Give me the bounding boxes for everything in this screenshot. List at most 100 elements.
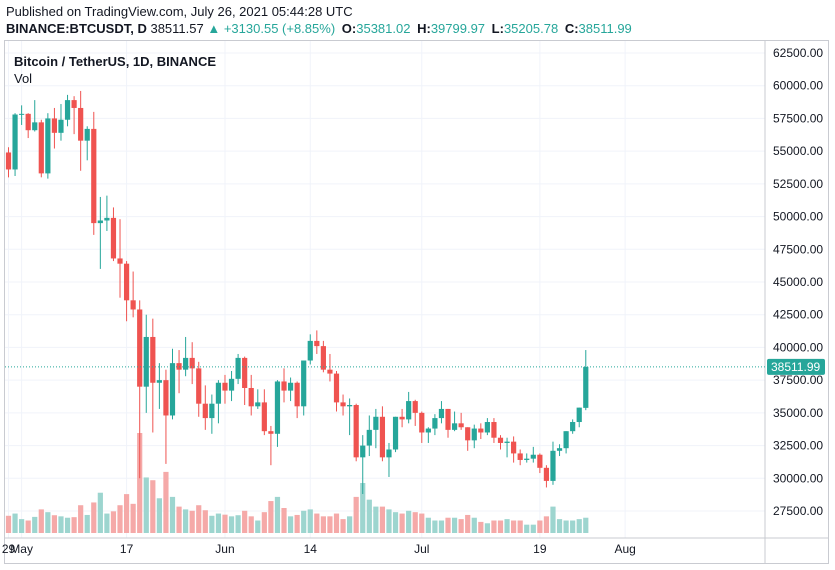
volume-bar [281,508,287,533]
candle-body [71,100,77,108]
candle-body [543,467,550,481]
volume-bar [543,516,550,533]
volume-bar [563,520,569,533]
candle-body [451,423,458,430]
candle-body [570,422,576,432]
candle-body [294,382,300,407]
volume-bar [196,505,202,533]
volume-bar [340,519,346,533]
y-tick-label: 40000.00 [773,340,823,354]
candle-body [84,128,90,141]
candle-body [576,407,582,423]
candle-body [189,357,195,369]
y-tick-label: 47500.00 [773,242,823,256]
candle-body [320,346,326,370]
volume-bar [209,515,215,533]
volume-bar [484,523,490,533]
volume-bar [307,509,313,533]
volume-bar [412,512,418,533]
candle-body [32,122,38,131]
last-price-tag [767,358,825,375]
x-tick-label: May [10,542,33,556]
candle-body [156,380,162,383]
volume-bar [327,516,333,533]
candle-body [268,431,274,434]
y-tick-label: 37500.00 [773,373,823,387]
volume-bar [235,515,241,533]
candle-body [438,408,445,419]
volume-bar [524,524,530,533]
x-tick-label: Jul [414,542,429,556]
y-tick-label: 45000.00 [773,275,823,289]
volume-bar [320,516,326,533]
x-tick-label: 29 [2,542,16,556]
volume-bar [497,520,504,533]
volume-bar [268,501,274,533]
candle-body [511,441,517,454]
candle-body [183,357,189,370]
candle-body [58,119,64,133]
candle-body [491,422,497,438]
published-note: Published on TradingView.com, July 26, 2… [6,4,353,19]
candle-body [45,118,51,174]
y-tick-label: 52500.00 [773,177,823,191]
candle-body [458,423,464,428]
volume-bar [12,513,18,533]
volume-bar [222,514,228,533]
candle-body [117,258,123,264]
volume-bar [550,506,556,533]
volume-bar [84,514,90,533]
candle-body [550,450,556,481]
open-value: 35381.02 [356,21,411,36]
open-label: O: [341,21,357,36]
candle-body [583,366,589,408]
candle-body [104,217,110,221]
candle-body [301,360,307,407]
volume-bar [287,516,294,533]
x-tick-label: 14 [304,542,318,556]
symbol-label: BINANCE:BTCUSDT, D [6,21,147,36]
candle-body [5,152,12,170]
volume-bar [537,520,543,533]
x-tick-label: 19 [533,542,547,556]
candle-body [143,336,149,387]
candle-body [248,387,254,407]
volume-bar [163,471,169,533]
candle-body [307,340,313,361]
candle-body [504,441,510,443]
candle-body [202,403,208,419]
volume-bar [228,516,235,533]
x-tick-label: 17 [120,542,134,556]
chart-frame [4,40,829,564]
candle-body [150,336,156,383]
volume-bar [5,515,12,533]
candle-body [392,416,399,450]
candle-body [314,340,320,347]
x-tick-label: Aug [614,542,635,556]
volume-bar [156,498,162,533]
candle-body [517,453,523,460]
legend-volume-label: Vol [14,71,33,86]
y-tick-label: 50000.00 [773,210,823,224]
close-label: C: [564,21,579,36]
candle-body [261,402,267,432]
volume-bar [353,496,359,533]
candle-body [19,113,25,115]
candle-body [78,107,84,141]
last-price: 38511.57 [150,21,204,36]
candle-body [287,382,294,391]
candle-body [169,363,176,416]
candle-body [412,401,418,413]
chart-header: Published on TradingView.com, July 26, 2… [0,0,835,40]
volume-bar [274,496,281,533]
candle-body [274,381,281,434]
volume-bar [137,433,143,533]
y-tick-label: 42500.00 [773,308,823,322]
volume-bar [366,499,372,533]
volume-bar [123,494,130,533]
volume-bar [360,483,366,533]
volume-bar [465,514,471,533]
candle-body [255,402,261,407]
volume-bar [458,519,464,533]
